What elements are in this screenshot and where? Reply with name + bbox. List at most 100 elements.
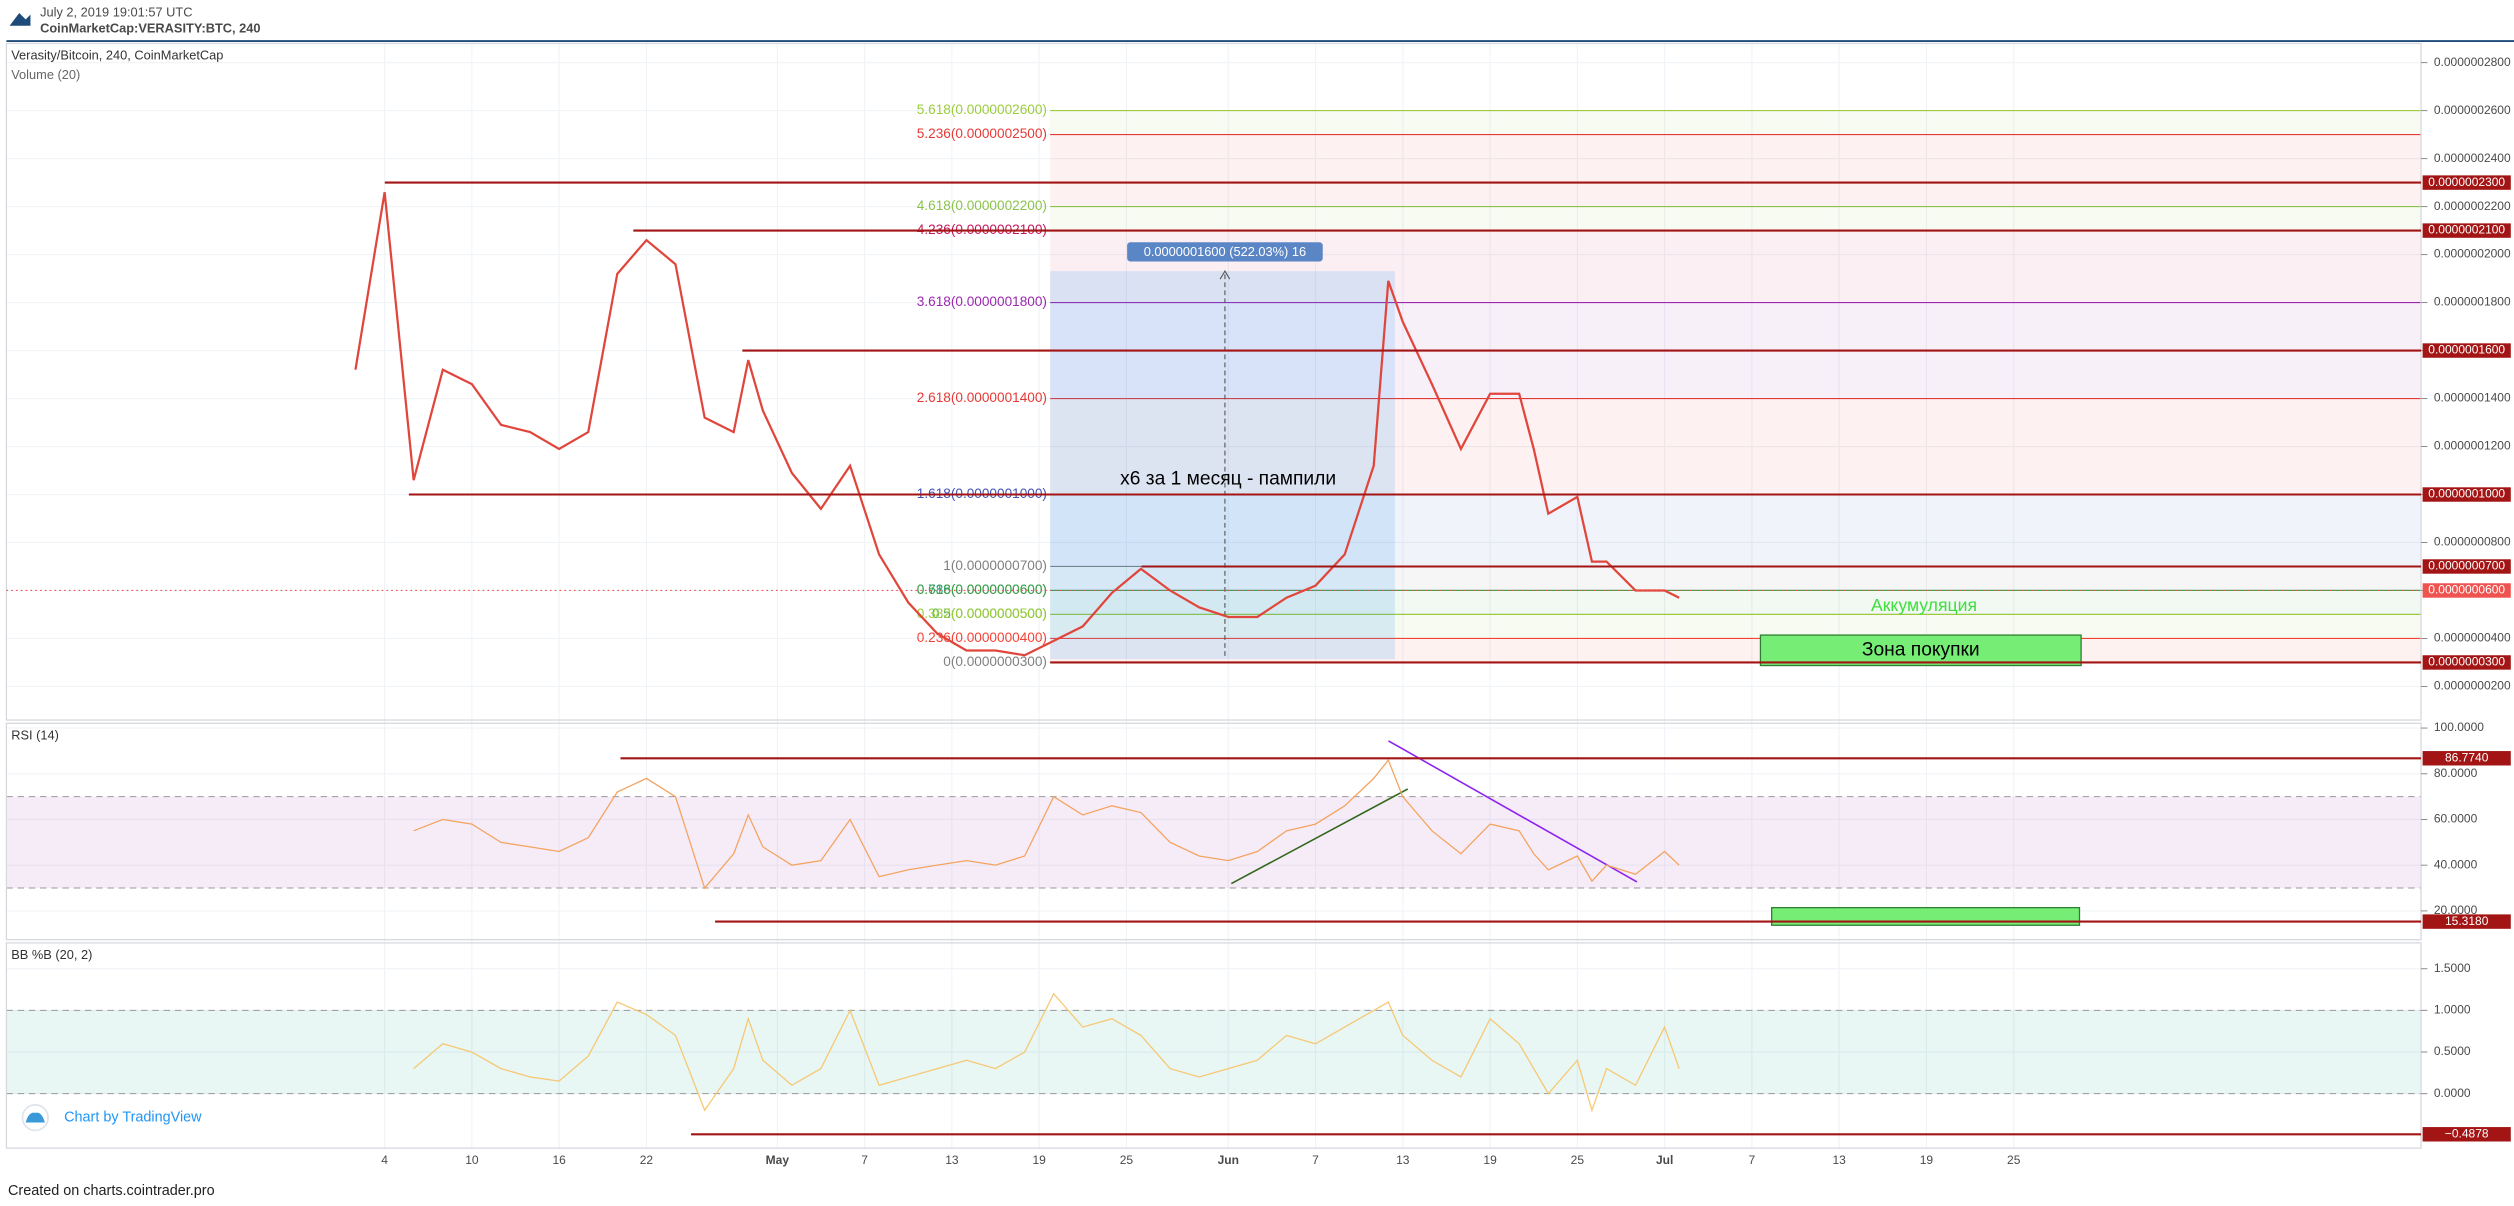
level-tag [2422,487,2511,502]
series-line [354,192,1680,657]
x-tick-label: 7 [1749,1153,1756,1167]
y-tick-label: 0.0000 [2434,1086,2471,1100]
fib-label: 0.786(0.0000000600) [917,582,1047,597]
fib-band [1050,134,2422,207]
level-label: 0.0000002100 [2428,223,2505,237]
fib-label: 0.618(0.0000000600) [917,582,1047,597]
attribution[interactable]: Chart by TradingView [64,1109,202,1125]
fib-label: 0(0.0000000300) [943,654,1047,669]
y-tick-label: 0.0000001200 [2434,439,2511,453]
trendline [1388,740,1638,883]
fib-band [1050,494,2422,567]
level-tag [2422,1127,2511,1142]
header-symbol: CoinMarketCap:VERASITY:BTC, 240 [40,20,260,35]
measure-tag [1127,242,1323,262]
y-tick-label: 0.0000002800 [2434,55,2511,69]
panel-title: Verasity/Bitcoin, 240, CoinMarketCap [11,48,223,63]
x-tick-label: May [766,1153,790,1167]
panel-title: BB %B (20, 2) [11,947,92,962]
fib-band [1050,110,2422,135]
fib-label: 4.618(0.0000002200) [917,198,1047,213]
fib-band [1050,590,2422,615]
buy-zone [1759,634,2082,667]
y-tick-label: 40.0000 [2434,857,2478,871]
level-label: 0.0000000700 [2428,559,2505,573]
fib-band [1050,566,2422,591]
fib-band [1050,206,2422,231]
annotation: x6 за 1 месяц - пампили [1120,469,1336,490]
y-tick-label: 0.0000000200 [2434,679,2511,693]
x-tick-label: 19 [1483,1153,1497,1167]
measure-label: 0.0000001600 (522.03%) 16 [1144,244,1306,259]
fib-label: 1(0.0000000700) [943,558,1047,573]
level-tag [2422,655,2511,670]
level-label: 0.0000002300 [2428,175,2505,189]
annotation: Аккумуляция [1871,595,1977,615]
band [6,1010,2422,1094]
level-tag [2422,343,2511,358]
x-tick-label: 4 [381,1153,388,1167]
panel-subtitle: Volume (20) [11,67,80,82]
y-tick-label: 0.0000002600 [2434,103,2511,117]
level-label: 15.3180 [2445,914,2489,928]
x-tick-label: Jun [1218,1153,1239,1167]
bands [6,110,2422,1095]
y-tick-label: 1.5000 [2434,961,2471,975]
fib-band [1050,614,2422,639]
level-label: 0.0000001600 [2428,343,2505,357]
level-label: 0.0000001000 [2428,487,2505,501]
x-tick-label: 16 [552,1153,566,1167]
x-tick-label: 22 [640,1153,654,1167]
y-tick-label: 80.0000 [2434,766,2478,780]
tv-cloud [25,1112,45,1123]
level-tag [2422,559,2511,574]
y-tick-label: 0.5000 [2434,1044,2471,1058]
fib-label: 5.618(0.0000002600) [917,102,1047,117]
level-label: 0.0000000300 [2428,655,2505,669]
trendline [1230,788,1409,885]
price-panel [5,42,2422,721]
series-line [413,758,1680,890]
fib-label: 0.5(0.0000000500) [932,606,1047,621]
x-tick-label: Jul [1656,1153,1673,1167]
y-tick-label: 0.0000000800 [2434,535,2511,549]
x-tick-label: 19 [1920,1153,1934,1167]
level-label: −0.4878 [2445,1126,2489,1140]
level-label: 0.0000000600 [2428,583,2505,597]
rsi-panel [5,722,2422,941]
fib-label: 5.236(0.0000002500) [917,126,1047,141]
panel-title: RSI (14) [11,727,59,742]
fib-label: 0.382(0.0000000500) [917,606,1047,621]
created-note: Created on charts.cointrader.pro [8,1183,215,1199]
x-tick-label: 25 [2007,1153,2021,1167]
fib-label: 3.618(0.0000001800) [917,294,1047,309]
x-tick-label: 7 [1312,1153,1319,1167]
y-tick-label: 0.0000002000 [2434,247,2511,261]
annotation: Зона покупки [1862,639,1980,660]
level-tag [2422,223,2511,238]
bb-panel [5,942,2422,1149]
logo [9,12,31,26]
fib-band [1050,398,2422,495]
y-tick-label: 0.0000002200 [2434,199,2511,213]
x-tick-label: 7 [861,1153,868,1167]
level-label: 86.7740 [2445,750,2489,764]
y-tick-label: 60.0000 [2434,812,2478,826]
x-tick-label: 13 [945,1153,959,1167]
x-tick-label: 13 [1832,1153,1846,1167]
fib-label: 2.618(0.0000001400) [917,390,1047,405]
x-tick-label: 25 [1571,1153,1585,1167]
x-tick-label: 10 [465,1153,479,1167]
level-tag [2422,914,2511,929]
x-tick-label: 25 [1120,1153,1134,1167]
band [6,796,2422,889]
y-tick-label: 0.0000000400 [2434,631,2511,645]
y-tick-label: 0.0000001400 [2434,391,2511,405]
series-line [413,992,1680,1113]
measure-box [1050,271,1395,660]
header-date: July 2, 2019 19:01:57 UTC [40,4,192,19]
level-tag [2422,751,2511,766]
y-tick-label: 0.0000001800 [2434,295,2511,309]
